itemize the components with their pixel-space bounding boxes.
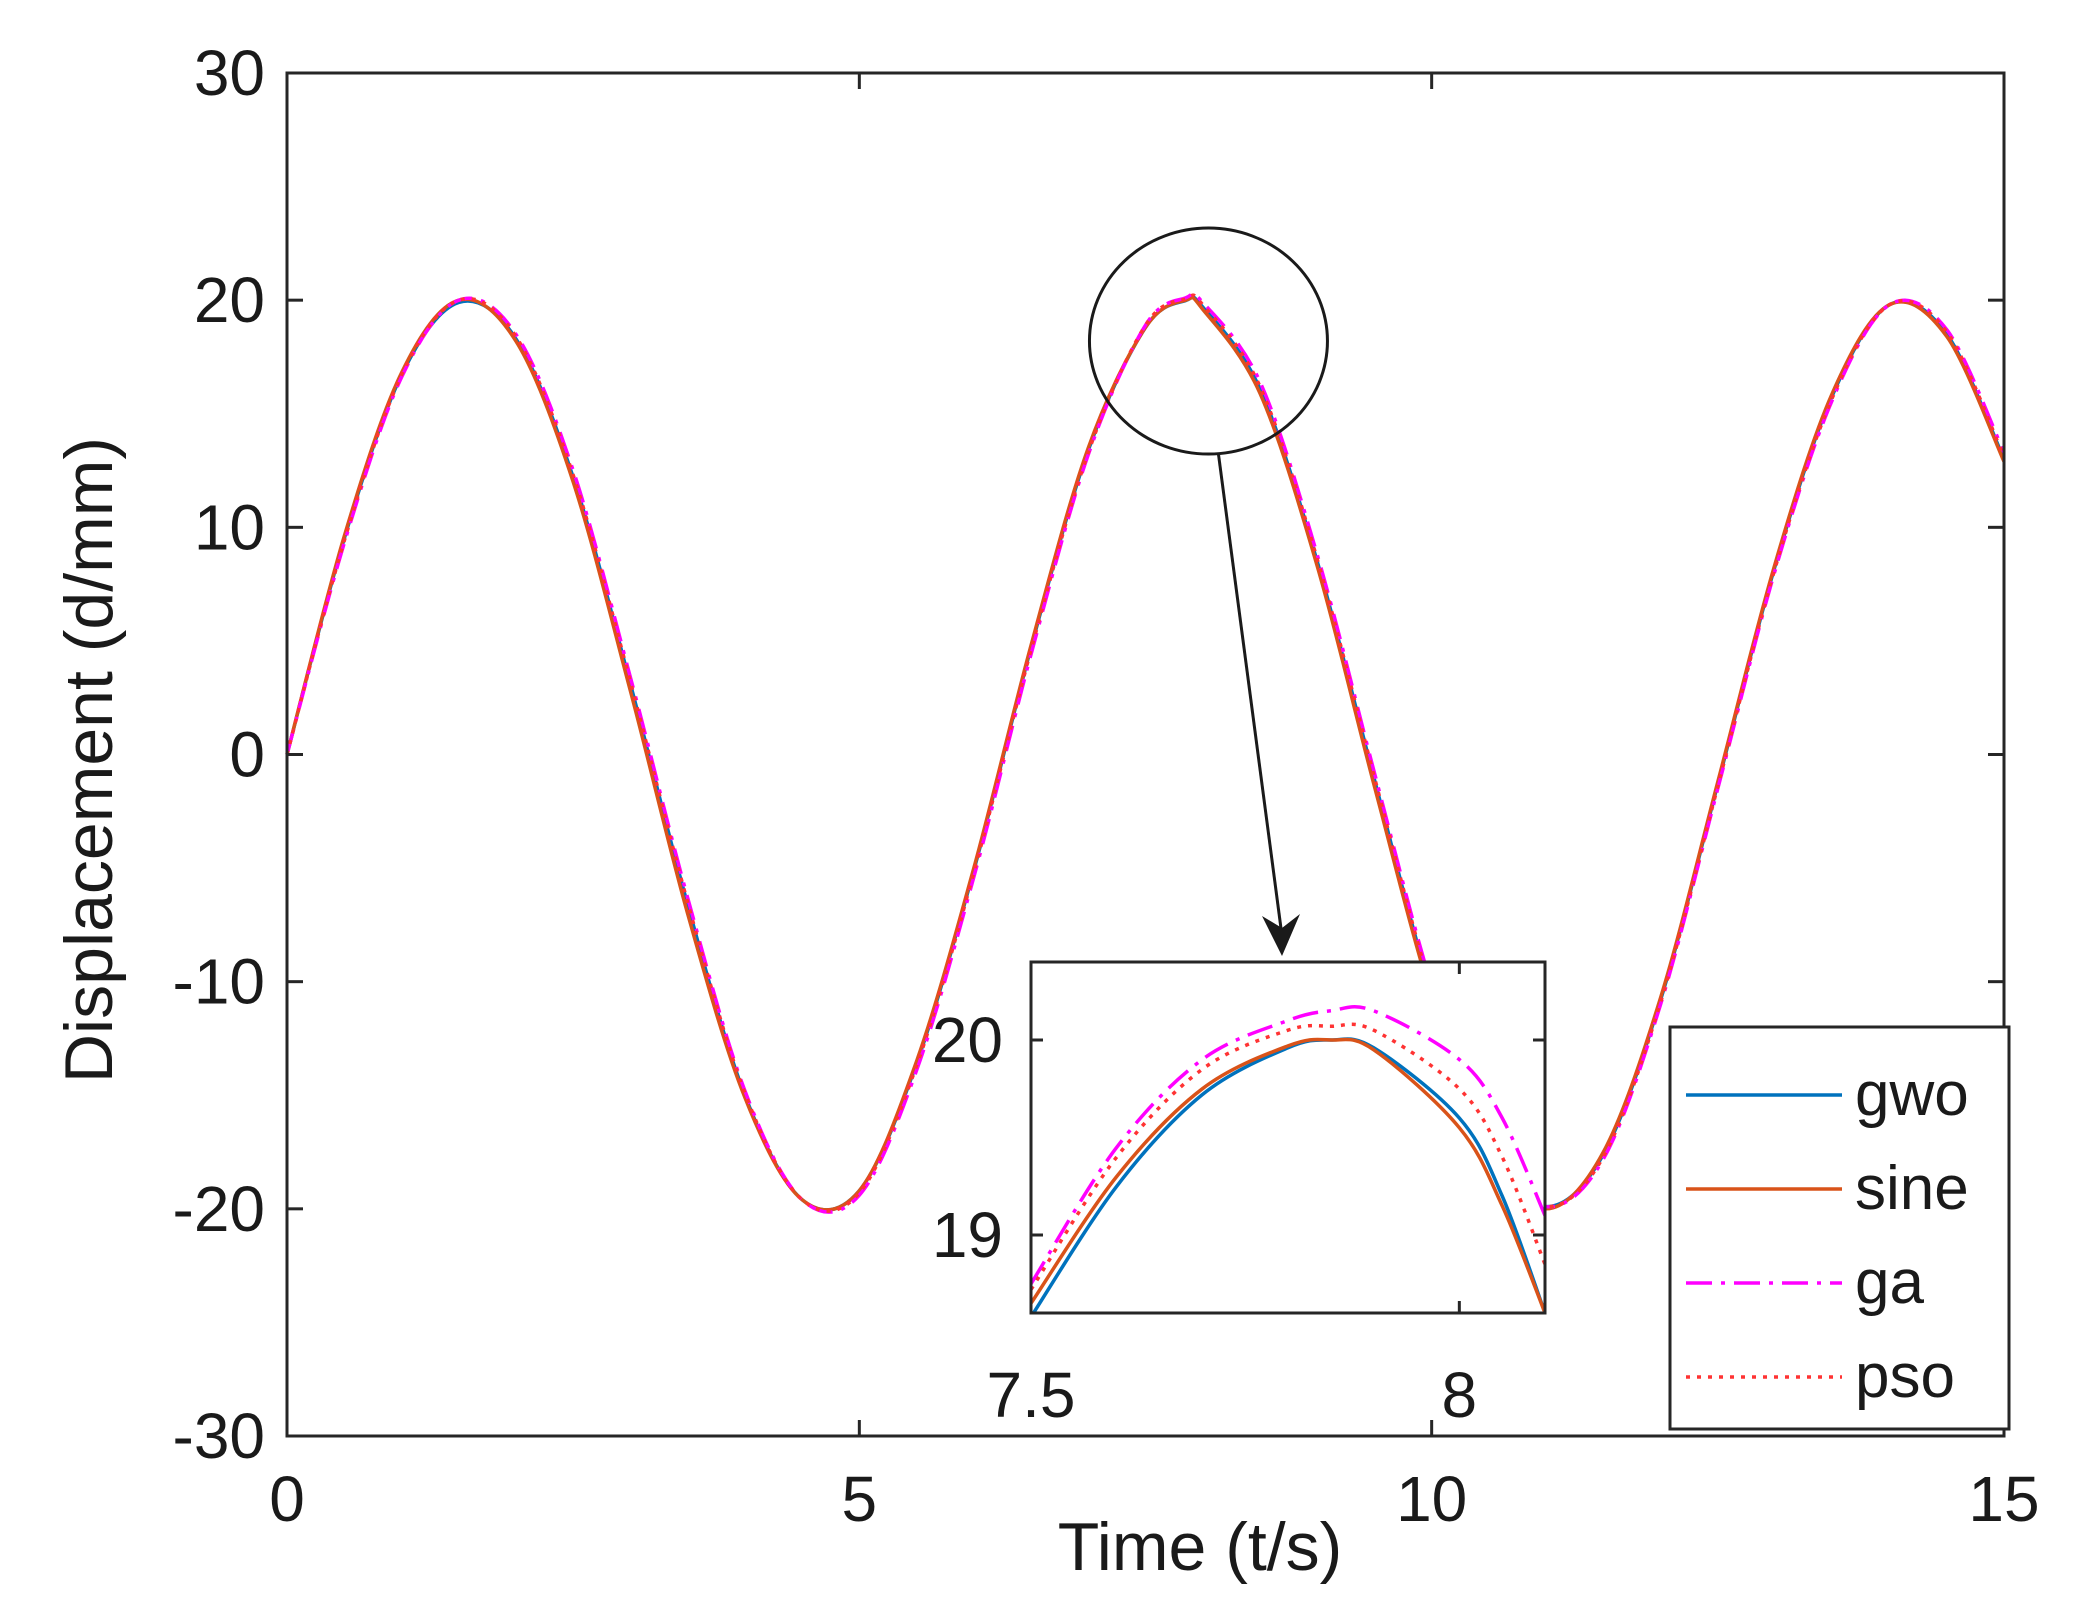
inset-background bbox=[1029, 960, 1547, 1315]
zoom-circle bbox=[1087, 226, 1329, 456]
x-tick-label: 5 bbox=[842, 1463, 878, 1535]
x-tick-label: 0 bbox=[269, 1463, 305, 1535]
inset-frame bbox=[1029, 960, 1547, 1315]
inset-x-tick-label: 7.5 bbox=[987, 1359, 1076, 1431]
y-tick-label: 0 bbox=[229, 719, 265, 791]
main-plot: 0 5 10 15 30 20 10 0 -10 -20 -30 bbox=[173, 37, 2040, 1535]
inset-plot: 7.5 8 20 19 bbox=[932, 960, 1547, 1431]
y-tick-label: 10 bbox=[194, 491, 265, 563]
inset-y-tick-label: 20 bbox=[932, 1004, 1003, 1076]
y-axis-label: Displacement (d/mm) bbox=[51, 437, 127, 1083]
zoom-arrow-head bbox=[1262, 914, 1300, 956]
legend-label-sine: sine bbox=[1855, 1154, 1969, 1223]
legend-label-ga: ga bbox=[1855, 1248, 1924, 1317]
x-tick-label: 10 bbox=[1396, 1463, 1467, 1535]
legend: gwo sine ga pso bbox=[1668, 1025, 2011, 1431]
y-tick-label: 30 bbox=[194, 37, 265, 109]
y-tick-label: -30 bbox=[173, 1400, 266, 1472]
y-tick-label: -20 bbox=[173, 1173, 266, 1245]
series-line-pso bbox=[285, 293, 2006, 1213]
legend-label-pso: pso bbox=[1855, 1342, 1955, 1411]
inset-y-tick-label: 19 bbox=[932, 1199, 1003, 1271]
inset-series-line-ga bbox=[1031, 1005, 1545, 1285]
inset-series-group bbox=[1031, 1005, 1545, 1313]
inset-x-tick-label: 8 bbox=[1442, 1359, 1478, 1431]
inset-series-line-sine bbox=[1031, 1037, 1545, 1313]
y-tick-label: 20 bbox=[194, 264, 265, 336]
series-line-ga bbox=[285, 291, 2006, 1214]
zoom-arrow-line bbox=[1216, 453, 1284, 937]
legend-label-gwo: gwo bbox=[1855, 1060, 1969, 1129]
x-axis-label: Time (t/s) bbox=[1058, 1509, 1343, 1585]
x-tick-label: 15 bbox=[1968, 1463, 2039, 1535]
zoom-callout bbox=[1087, 226, 1329, 956]
y-tick-label: -10 bbox=[173, 946, 266, 1018]
